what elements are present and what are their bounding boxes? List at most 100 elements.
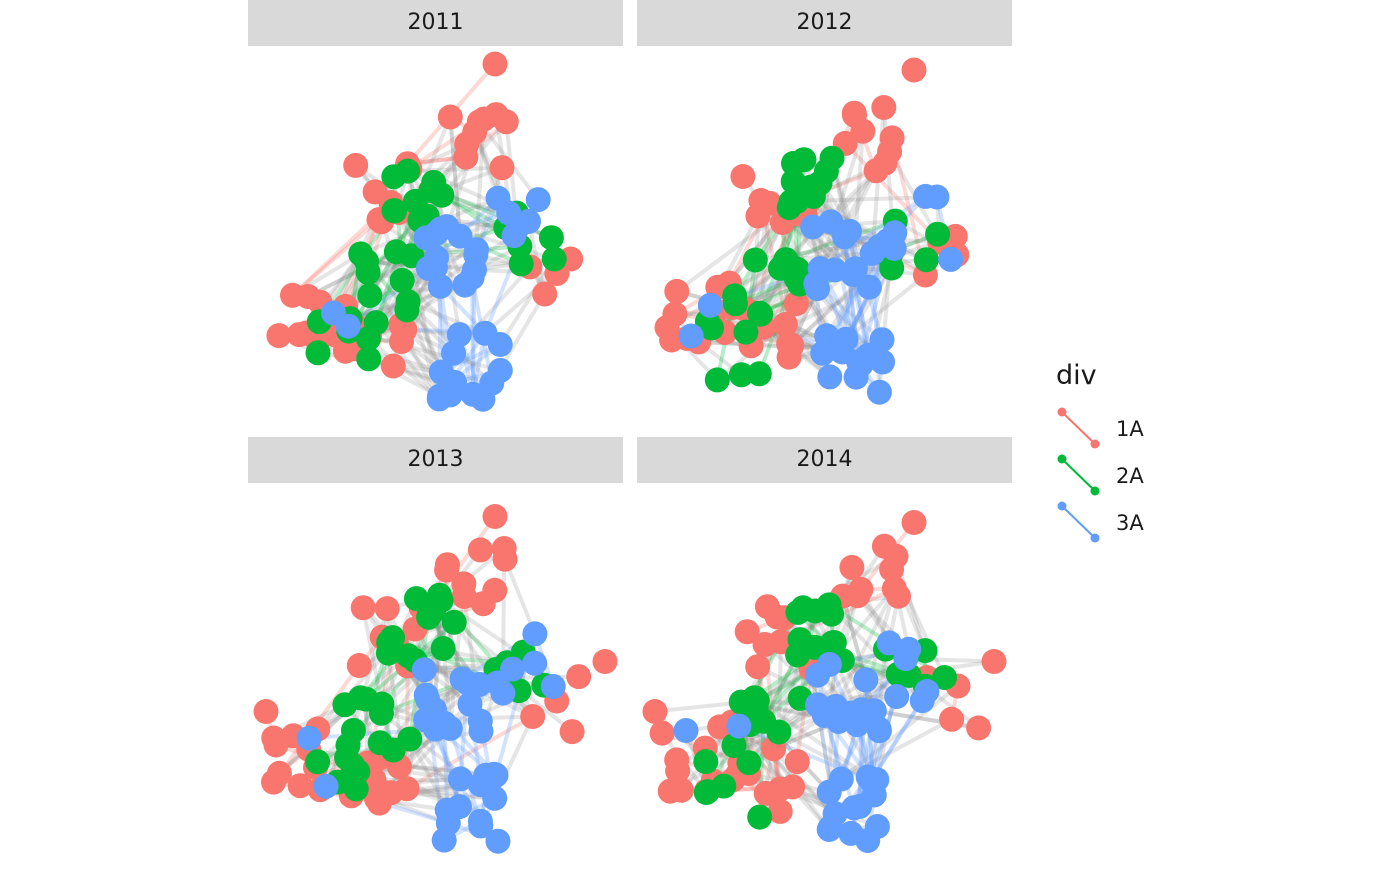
legend-key-2a-icon-dot-2 — [1091, 486, 1100, 495]
legend-key-3a-icon-line — [1062, 506, 1095, 538]
network-node-1a — [471, 107, 496, 132]
network-node-1a — [664, 747, 689, 772]
network-node-3a — [803, 271, 828, 296]
network-node-3a — [674, 718, 699, 743]
network-node-3a — [502, 223, 527, 248]
network-node-1a — [451, 571, 476, 596]
network-node-1a — [745, 654, 770, 679]
network-node-1a — [780, 774, 805, 799]
network-node-1a — [730, 164, 755, 189]
facet-strip-2013: 2013 — [248, 437, 623, 483]
network-node-1a — [351, 595, 376, 620]
network-node-3a — [427, 384, 452, 409]
network-node-1a — [902, 510, 927, 535]
network-node-1a — [483, 52, 508, 77]
network-node-2a — [539, 225, 564, 250]
network-panel-2014 — [637, 483, 1012, 873]
network-panel-2012 — [637, 46, 1012, 436]
network-node-3a — [800, 215, 825, 240]
network-node-3a — [679, 324, 704, 349]
network-node-2a — [354, 687, 379, 712]
network-node-3a — [432, 828, 457, 853]
legend-key-1a-icon-dot-2 — [1091, 439, 1100, 448]
network-node-1a — [902, 58, 927, 83]
legend-item-2a: 2A — [1056, 452, 1186, 499]
network-node-2a — [376, 630, 401, 655]
legend-item-3a: 3A — [1056, 499, 1186, 546]
facet-strip-2012: 2012 — [637, 0, 1012, 46]
facet-strip-2011: 2011 — [248, 0, 623, 46]
network-node-1a — [468, 537, 493, 562]
network-node-3a — [297, 726, 322, 751]
network-node-2a — [416, 605, 441, 630]
network-node-2a — [781, 151, 806, 176]
network-node-3a — [938, 247, 963, 272]
network-node-1a — [483, 504, 508, 529]
network-node-1a — [879, 557, 904, 582]
legend-key-1a-icon — [1056, 406, 1102, 452]
network-panel-2013 — [248, 483, 623, 873]
network-node-3a — [413, 225, 438, 250]
network-node-3a — [875, 228, 900, 253]
network-node-2a — [722, 283, 747, 308]
network-node-3a — [870, 327, 895, 352]
network-node-3a — [486, 829, 511, 854]
legend-key-2a-icon-dot-1 — [1058, 454, 1067, 463]
network-node-3a — [837, 219, 862, 244]
network-node-2a — [306, 340, 331, 365]
network-node-3a — [458, 692, 483, 717]
network-node-3a — [526, 187, 551, 212]
network-node-3a — [452, 273, 477, 298]
network-node-2a — [742, 685, 767, 710]
network-node-1a — [850, 119, 875, 144]
network-node-3a — [698, 293, 723, 318]
network-node-2a — [357, 283, 382, 308]
legend: div 1A 2A 3A — [1056, 360, 1186, 546]
network-node-3a — [464, 237, 489, 262]
network-node-2a — [820, 146, 845, 171]
network-node-1a — [669, 778, 694, 803]
network-node-3a — [522, 651, 547, 676]
network-node-1a — [754, 781, 779, 806]
network-node-1a — [482, 578, 507, 603]
network-node-3a — [834, 327, 859, 352]
network-node-2a — [332, 692, 357, 717]
network-node-3a — [447, 794, 472, 819]
network-node-3a — [415, 687, 440, 712]
network-node-3a — [838, 821, 863, 846]
legend-key-1a-icon-line — [1062, 412, 1095, 444]
network-node-3a — [805, 663, 830, 688]
network-node-2a — [733, 320, 758, 345]
legend-label-2a: 2A — [1116, 464, 1144, 488]
network-panel-2012-nodes — [655, 58, 970, 405]
network-node-1a — [438, 105, 463, 130]
network-node-3a — [486, 186, 511, 211]
network-node-3a — [805, 692, 830, 717]
network-node-1a — [267, 761, 292, 786]
network-node-3a — [469, 719, 494, 744]
network-node-1a — [593, 649, 618, 674]
legend-title: div — [1056, 360, 1186, 391]
network-node-3a — [884, 684, 909, 709]
network-node-1a — [745, 204, 770, 229]
network-node-3a — [488, 332, 513, 357]
network-node-1a — [520, 704, 545, 729]
network-node-1a — [381, 354, 406, 379]
network-svg-2011 — [248, 46, 623, 436]
network-node-2a — [803, 599, 828, 624]
network-node-3a — [450, 666, 475, 691]
network-node-1a — [379, 780, 404, 805]
network-node-1a — [261, 726, 286, 751]
network-panel-2011 — [248, 46, 623, 436]
network-node-2a — [779, 189, 804, 214]
network-node-2a — [390, 268, 415, 293]
network-svg-2012 — [637, 46, 1012, 436]
network-node-1a — [966, 715, 991, 740]
network-node-1a — [435, 552, 460, 577]
network-node-1a — [347, 653, 372, 678]
network-node-1a — [880, 125, 905, 150]
network-node-2a — [705, 367, 730, 392]
network-node-3a — [823, 801, 848, 826]
network-node-3a — [336, 314, 361, 339]
legend-key-2a-icon-line — [1062, 459, 1095, 491]
